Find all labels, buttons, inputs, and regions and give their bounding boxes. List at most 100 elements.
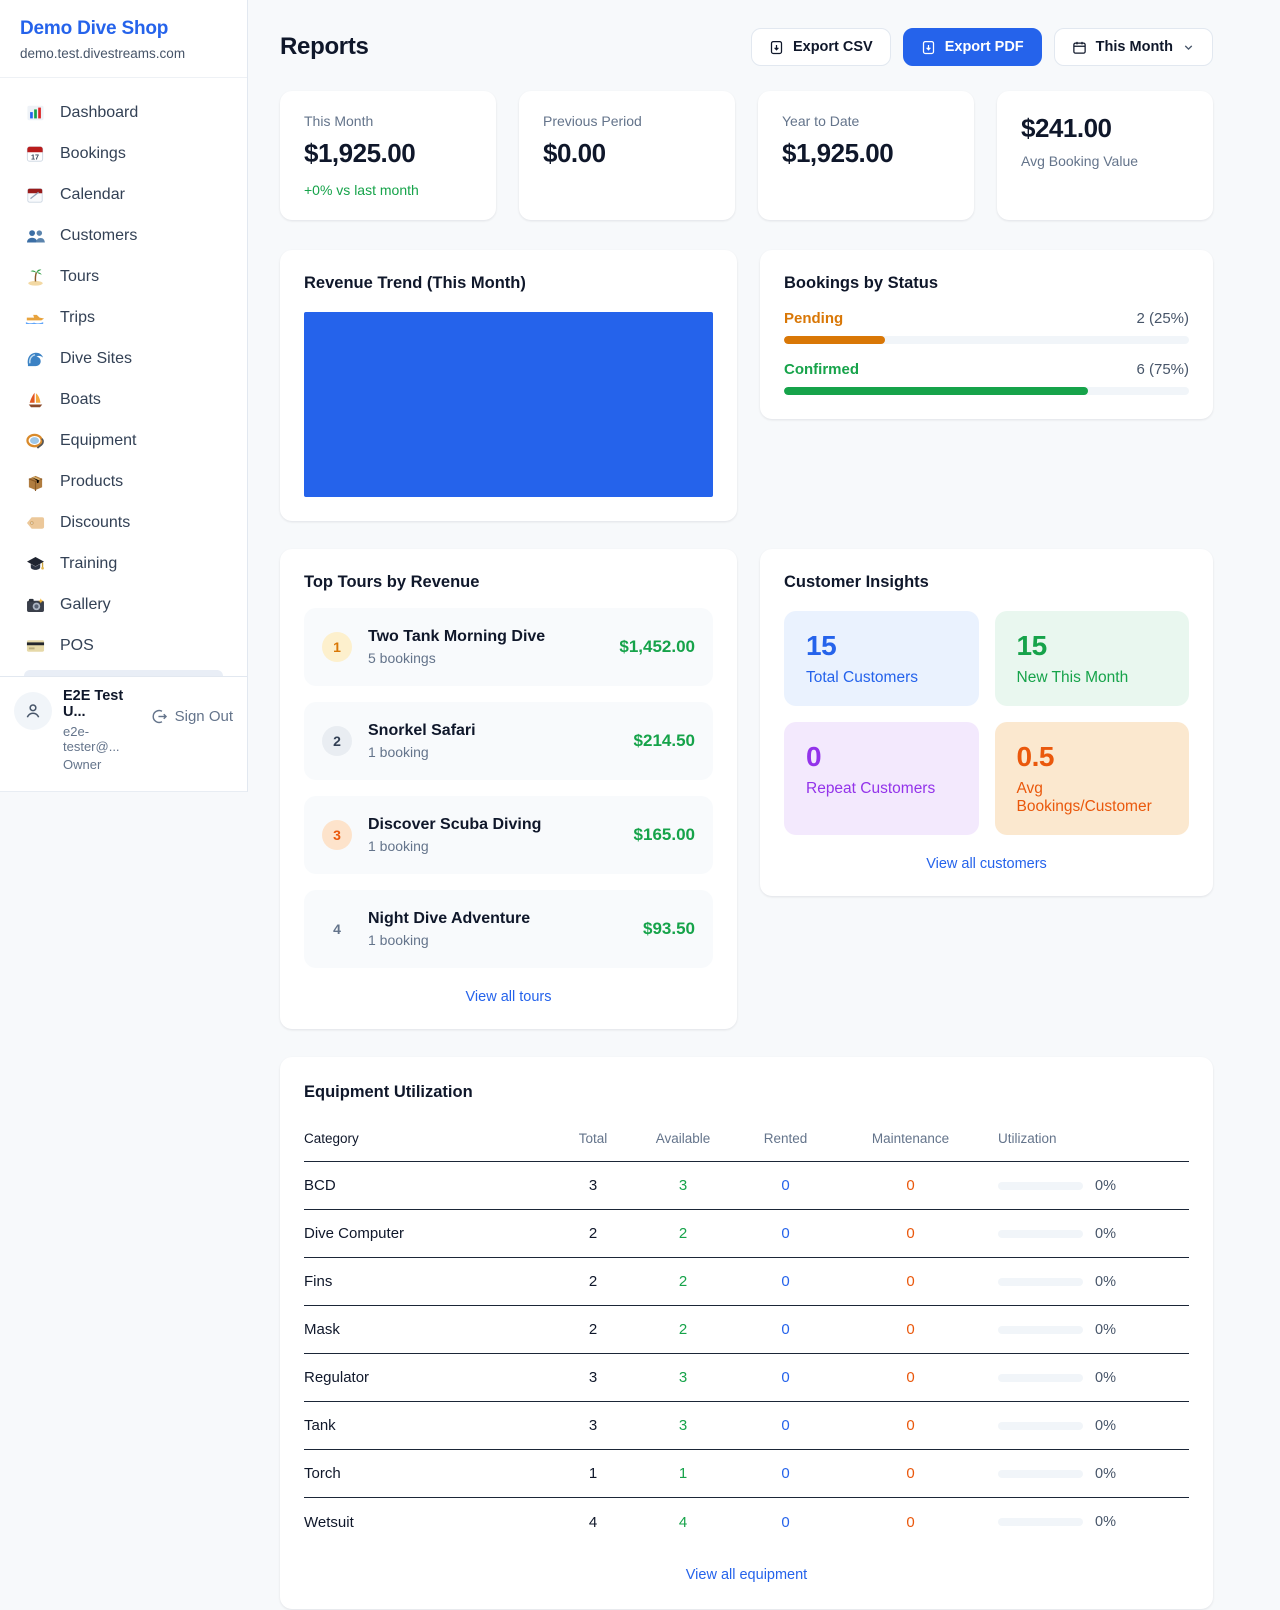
equipment-total: 2 [588, 1321, 598, 1338]
sidebar-item-training[interactable]: Training [12, 547, 235, 581]
sidebar-item-label: Boats [60, 391, 101, 408]
tile-label: Repeat Customers [806, 780, 936, 797]
equipment-available: 2 [678, 1321, 688, 1338]
utilization-pct: 0% [1095, 1369, 1116, 1386]
export-pdf-button[interactable]: Export PDF [902, 28, 1042, 66]
palm-island-icon [24, 267, 46, 287]
header-actions: Export CSV Export PDF This Month [750, 28, 1213, 66]
sidebar-item-discounts[interactable]: Discounts [12, 506, 235, 540]
column-header: Total [578, 1131, 608, 1146]
sidebar-item-dive-sites[interactable]: Dive Sites [12, 342, 235, 376]
bookings-by-status-title: Bookings by Status [784, 274, 939, 292]
equipment-available: 3 [678, 1177, 688, 1194]
people-icon [24, 226, 46, 246]
avatar [14, 692, 52, 730]
progress-fill [784, 336, 886, 344]
sidebar-item-label: Dive Sites [60, 350, 133, 367]
revenue-trend-bar [304, 312, 713, 497]
sidebar-item-calendar[interactable]: Calendar [12, 178, 235, 212]
equipment-total: 3 [588, 1417, 598, 1434]
view-all-equipment-link[interactable]: View all equipment [685, 1567, 808, 1583]
stat-delta: +0% vs last month [304, 182, 419, 198]
stat-value: $1,925.00 [782, 138, 894, 168]
tour-name: Discover Scuba Diving [368, 816, 542, 833]
svg-text:17: 17 [31, 152, 39, 161]
sidebar-item-customers[interactable]: Customers [12, 219, 235, 253]
camera-icon [24, 595, 46, 615]
sidebar-item-tours[interactable]: Tours [12, 260, 235, 294]
utilization-bar [998, 1229, 1083, 1238]
utilization-pct: 0% [1095, 1514, 1116, 1530]
tour-amount: $165.00 [633, 825, 695, 844]
stat-label: Year to Date [782, 113, 860, 129]
progress-track [784, 336, 1189, 344]
utilization-pct: 0% [1095, 1177, 1116, 1194]
customer-insights-title: Customer Insights [784, 573, 929, 591]
equipment-utilization-cell: 0% [978, 1514, 1189, 1530]
period-select[interactable]: This Month [1053, 28, 1213, 66]
sidebar-item-partial-active[interactable] [24, 670, 223, 676]
equipment-total: 3 [588, 1369, 598, 1386]
equipment-maintenance: 0 [906, 1369, 915, 1386]
grad-cap-icon [24, 554, 46, 574]
equipment-category: BCD [304, 1177, 336, 1194]
utilization-bar [998, 1518, 1083, 1526]
sidebar-item-dashboard[interactable]: Dashboard [12, 96, 235, 130]
revenue-trend-title: Revenue Trend (This Month) [304, 274, 526, 292]
status-label: Pending [784, 310, 844, 327]
revenue-trend-card: Revenue Trend (This Month) [280, 250, 737, 521]
equipment-category: Regulator [304, 1369, 370, 1386]
stat-value: $0.00 [543, 138, 606, 168]
equipment-total: 2 [588, 1273, 598, 1290]
package-icon [24, 472, 46, 492]
equipment-category: Fins [304, 1273, 333, 1290]
equipment-maintenance: 0 [906, 1513, 915, 1531]
sidebar-item-label: Trips [60, 309, 95, 326]
customer-insights-card: Customer Insights 15 Total Customers 15 … [760, 549, 1213, 896]
utilization-pct: 0% [1095, 1465, 1116, 1482]
sidebar-item-label: Products [60, 473, 124, 490]
sidebar-item-label: Equipment [60, 432, 137, 449]
sidebar-item-trips[interactable]: Trips [12, 301, 235, 335]
table-header: Category Total Available Rented Maintena… [304, 1121, 1189, 1162]
utilization-bar [998, 1277, 1083, 1286]
export-csv-button[interactable]: Export CSV [750, 28, 891, 66]
equipment-utilization-cell: 0% [978, 1274, 1189, 1290]
sidebar-item-bookings[interactable]: 17 Bookings [12, 137, 235, 171]
column-header: Available [655, 1131, 711, 1146]
sidebar-item-pos[interactable]: POS [12, 629, 235, 663]
user-info: E2E Test U... e2e-tester@... Owner [63, 688, 140, 772]
stat-card-year-to-date: Year to Date $1,925.00 [758, 91, 974, 220]
column-header: Category [304, 1131, 359, 1146]
user-name: E2E Test U... [63, 688, 124, 720]
status-row-confirmed: Confirmed 6 (75%) [784, 361, 1189, 395]
sign-out-button[interactable]: Sign Out [151, 708, 233, 725]
speedboat-icon [24, 308, 46, 328]
stat-card-previous-period: Previous Period $0.00 [519, 91, 735, 220]
column-header: Maintenance [871, 1131, 950, 1146]
sidebar-item-equipment[interactable]: Equipment [12, 424, 235, 458]
tour-name: Two Tank Morning Dive [368, 628, 546, 645]
status-value: 2 (25%) [1136, 310, 1189, 327]
brand-domain: demo.test.divestreams.com [20, 46, 186, 61]
dive-mask-icon [24, 431, 46, 451]
column-header: Utilization [998, 1131, 1057, 1146]
view-all-tours-link[interactable]: View all tours [465, 989, 552, 1005]
status-label: Confirmed [784, 361, 859, 378]
sidebar-item-boats[interactable]: Boats [12, 383, 235, 417]
tour-bookings: 1 booking [368, 744, 429, 760]
equipment-category: Mask [304, 1321, 340, 1338]
equipment-available: 3 [678, 1369, 688, 1386]
file-download-icon [770, 40, 783, 54]
sidebar-item-gallery[interactable]: Gallery [12, 588, 235, 622]
sidebar-item-products[interactable]: Products [12, 465, 235, 499]
user-role: Owner [63, 757, 102, 772]
equipment-total: 4 [588, 1513, 598, 1531]
tile-number: 15 [1016, 630, 1048, 661]
tile-label: Avg Bookings/Customer [1016, 780, 1152, 815]
equipment-utilization-cell: 0% [978, 1226, 1189, 1242]
equipment-category: Wetsuit [304, 1513, 354, 1531]
view-all-customers-link[interactable]: View all customers [926, 856, 1047, 872]
equipment-maintenance: 0 [906, 1225, 915, 1242]
list-item: 3 Discover Scuba Diving 1 booking $165.0… [304, 796, 713, 874]
